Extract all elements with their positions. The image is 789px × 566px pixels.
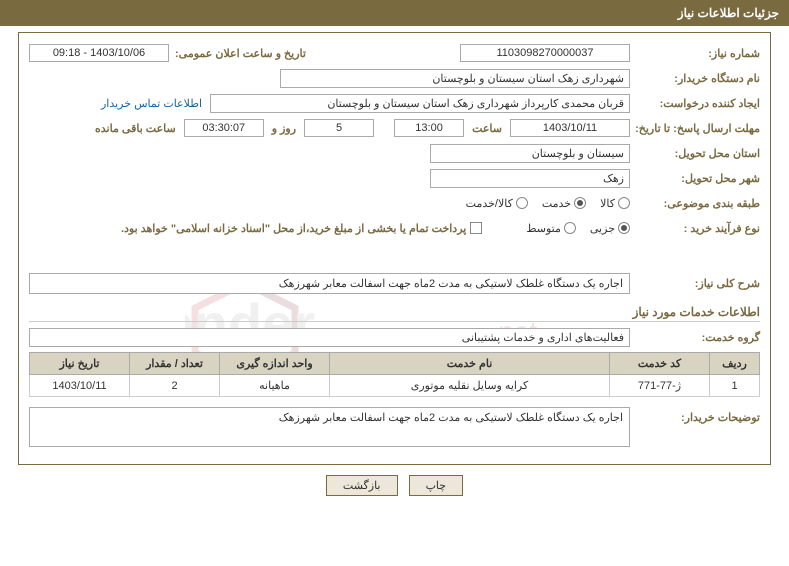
service-group-label: گروه خدمت:: [630, 331, 760, 344]
deadline-time: 13:00: [394, 119, 464, 137]
buyer-notes-box: اجاره یک دستگاه غلطک لاستیکی به مدت 2ماه…: [29, 407, 630, 447]
radio-dot-icon: [516, 197, 528, 209]
radio-goods-label: کالا: [600, 197, 615, 210]
details-panel: AriaTender .net شماره نیاز: 110309827000…: [18, 32, 771, 465]
purchase-type-label: نوع فرآیند خرید :: [630, 222, 760, 235]
remaining-days: 5: [304, 119, 374, 137]
radio-medium[interactable]: متوسط: [526, 222, 576, 235]
cell-unit: ماهیانه: [220, 375, 330, 397]
service-group-value: فعالیت‌های اداری و خدمات پشتیبانی: [29, 328, 630, 347]
radio-service-label: خدمت: [542, 197, 571, 210]
radio-goods[interactable]: کالا: [600, 197, 630, 210]
services-table: ردیف کد خدمت نام خدمت واحد اندازه گیری ت…: [29, 352, 760, 397]
radio-goods-service-label: کالا/خدمت: [466, 197, 513, 210]
col-code: کد خدمت: [610, 353, 710, 375]
announce-dt-value: 1403/10/06 - 09:18: [29, 44, 169, 62]
page-title: جزئیات اطلاعات نیاز: [678, 6, 779, 20]
print-button[interactable]: چاپ: [409, 475, 464, 496]
buyer-org-label: نام دستگاه خریدار:: [630, 72, 760, 85]
deadline-date: 1403/10/11: [510, 119, 630, 137]
radio-minor[interactable]: جزیی: [590, 222, 630, 235]
need-number-label: شماره نیاز:: [630, 47, 760, 60]
radio-dot-icon: [574, 197, 586, 209]
checkbox-icon: [470, 222, 482, 234]
col-needdate: تاریخ نیاز: [30, 353, 130, 375]
buyer-notes-value: اجاره یک دستگاه غلطک لاستیکی به مدت 2ماه…: [279, 412, 623, 424]
col-qty: تعداد / مقدار: [130, 353, 220, 375]
radio-dot-icon: [618, 197, 630, 209]
need-number-value: 1103098270000037: [460, 44, 630, 62]
services-heading: اطلاعات خدمات مورد نیاز: [29, 305, 760, 322]
radio-service[interactable]: خدمت: [542, 197, 586, 210]
delivery-province-value: سیستان و بلوچستان: [430, 144, 630, 163]
need-description-label: شرح کلی نیاز:: [630, 273, 760, 290]
remaining-time: 03:30:07: [184, 119, 264, 137]
table-header-row: ردیف کد خدمت نام خدمت واحد اندازه گیری ت…: [30, 353, 760, 375]
radio-medium-label: متوسط: [526, 222, 561, 235]
need-description-value: اجاره یک دستگاه غلطک لاستیکی به مدت 2ماه…: [279, 278, 623, 290]
delivery-province-label: استان محل تحویل:: [630, 147, 760, 160]
category-label: طبقه بندی موضوعی:: [630, 197, 760, 210]
buyer-notes-label: توضیحات خریدار:: [630, 407, 760, 424]
time-label: ساعت: [472, 122, 502, 135]
deadline-label: مهلت ارسال پاسخ: تا تاریخ:: [630, 122, 760, 135]
requester-value: قربان محمدی کارپرداز شهرداری زهک استان س…: [210, 94, 630, 113]
radio-goods-service[interactable]: کالا/خدمت: [466, 197, 528, 210]
cell-index: 1: [710, 375, 760, 397]
col-name: نام خدمت: [330, 353, 610, 375]
buyer-contact-link[interactable]: اطلاعات تماس خریدار: [101, 97, 202, 110]
footer-buttons: چاپ بازگشت: [0, 475, 789, 496]
radio-dot-icon: [618, 222, 630, 234]
payment-note-text: پرداخت تمام یا بخشی از مبلغ خرید،از محل …: [121, 222, 466, 235]
radio-minor-label: جزیی: [590, 222, 615, 235]
need-description-box: اجاره یک دستگاه غلطک لاستیکی به مدت 2ماه…: [29, 273, 630, 294]
delivery-city-value: زهک: [430, 169, 630, 188]
cell-name: کرایه وسایل نقلیه موتوری: [330, 375, 610, 397]
page-title-bar: جزئیات اطلاعات نیاز: [0, 0, 789, 26]
radio-dot-icon: [564, 222, 576, 234]
cell-qty: 2: [130, 375, 220, 397]
payment-note-checkbox[interactable]: پرداخت تمام یا بخشی از مبلغ خرید،از محل …: [121, 222, 482, 235]
col-unit: واحد اندازه گیری: [220, 353, 330, 375]
buyer-org-value: شهرداری زهک استان سیستان و بلوچستان: [280, 69, 630, 88]
announce-dt-label: تاریخ و ساعت اعلان عمومی:: [175, 47, 306, 60]
requester-label: ایجاد کننده درخواست:: [630, 97, 760, 110]
cell-code: ژ-77-771: [610, 375, 710, 397]
col-index: ردیف: [710, 353, 760, 375]
back-button[interactable]: بازگشت: [326, 475, 398, 496]
days-and-label: روز و: [272, 122, 296, 135]
remaining-label: ساعت باقی مانده: [95, 122, 176, 135]
delivery-city-label: شهر محل تحویل:: [630, 172, 760, 185]
cell-needdate: 1403/10/11: [30, 375, 130, 397]
table-row: 1 ژ-77-771 کرایه وسایل نقلیه موتوری ماهی…: [30, 375, 760, 397]
